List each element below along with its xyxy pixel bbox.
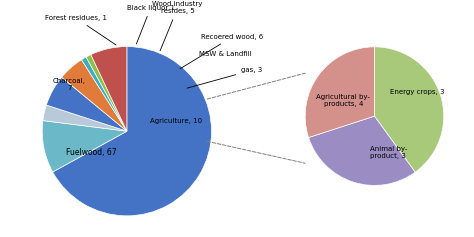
Text: Animal by-
product, 3: Animal by- product, 3 bbox=[370, 146, 407, 159]
Text: Recoered wood, 6: Recoered wood, 6 bbox=[180, 34, 264, 69]
Wedge shape bbox=[43, 105, 127, 131]
Wedge shape bbox=[53, 46, 211, 216]
Wedge shape bbox=[82, 57, 127, 131]
Text: Agriculture, 10: Agriculture, 10 bbox=[150, 118, 202, 124]
Wedge shape bbox=[62, 60, 127, 131]
Text: Wood industry
resides, 5: Wood industry resides, 5 bbox=[153, 1, 203, 51]
Text: Energy crops, 3: Energy crops, 3 bbox=[390, 89, 445, 95]
Text: MSW & Landfill: MSW & Landfill bbox=[199, 51, 252, 57]
Wedge shape bbox=[374, 47, 444, 172]
Text: Agricultural by-
products, 4: Agricultural by- products, 4 bbox=[316, 94, 370, 107]
Text: Fuelwood, 67: Fuelwood, 67 bbox=[66, 148, 117, 157]
Text: Charcoal,
7: Charcoal, 7 bbox=[53, 78, 86, 91]
Wedge shape bbox=[86, 55, 127, 131]
Text: gas, 3: gas, 3 bbox=[187, 67, 263, 88]
Wedge shape bbox=[309, 116, 415, 185]
Wedge shape bbox=[46, 77, 127, 131]
Wedge shape bbox=[42, 121, 127, 172]
Wedge shape bbox=[91, 46, 127, 131]
Wedge shape bbox=[305, 47, 374, 137]
Text: Black liquor 1: Black liquor 1 bbox=[127, 5, 174, 44]
Text: Forest residues, 1: Forest residues, 1 bbox=[45, 15, 116, 45]
